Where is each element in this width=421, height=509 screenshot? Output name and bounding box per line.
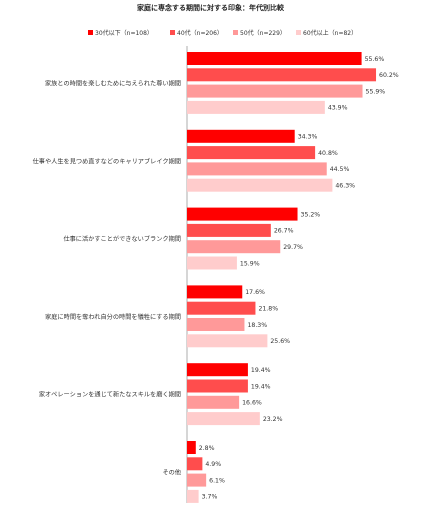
data-label: 4.9% xyxy=(205,461,221,468)
bar xyxy=(187,84,363,98)
data-label: 29.7% xyxy=(283,244,303,251)
data-label: 43.9% xyxy=(328,105,348,112)
category-label: 家庭に時間を奪われ自分の時間を犠牲にする期間 xyxy=(45,313,181,321)
category-label: 家オペレーションを通じて新たなスキルを磨く期間 xyxy=(39,391,181,399)
legend-item: 40代（n=206） xyxy=(170,28,223,37)
data-label: 18.3% xyxy=(247,322,267,329)
chart-title: 家庭に専念する期間に対する印象：年代別比較 xyxy=(137,4,284,12)
data-label: 23.2% xyxy=(263,416,283,423)
bar xyxy=(187,457,203,471)
data-label: 6.1% xyxy=(209,477,225,484)
data-label: 26.7% xyxy=(274,228,294,235)
category-label: 仕事に活かすことができないブランク期間 xyxy=(63,235,181,243)
data-label: 35.2% xyxy=(301,211,321,218)
data-label: 55.9% xyxy=(366,88,386,95)
legend-swatch xyxy=(88,30,93,35)
category-label: その他 xyxy=(162,468,181,476)
bar xyxy=(187,100,325,114)
bar xyxy=(187,162,327,176)
data-label: 2.8% xyxy=(199,445,215,452)
bar xyxy=(187,129,295,143)
data-label: 60.2% xyxy=(379,72,399,79)
bar xyxy=(187,395,240,409)
data-label: 19.4% xyxy=(251,367,271,374)
data-label: 15.9% xyxy=(240,260,260,267)
bar xyxy=(187,489,199,503)
bar xyxy=(187,473,207,487)
bar xyxy=(187,318,245,331)
data-label: 19.4% xyxy=(251,383,271,390)
bar xyxy=(187,207,298,221)
bar xyxy=(187,223,271,237)
data-label: 44.5% xyxy=(330,166,350,173)
data-label: 3.7% xyxy=(202,494,218,501)
category-label: 仕事や人生を見つめ直すなどのキャリアブレイク期間 xyxy=(33,157,181,165)
bar xyxy=(187,240,281,254)
bar xyxy=(187,379,248,393)
data-label: 46.3% xyxy=(335,183,355,190)
legend-swatch xyxy=(233,30,238,35)
legend-label: 60代以上（n=82） xyxy=(303,30,358,37)
bar xyxy=(187,301,256,315)
bar xyxy=(187,68,377,82)
bar xyxy=(187,52,362,65)
bar xyxy=(187,256,237,270)
bar xyxy=(187,441,196,454)
bar xyxy=(187,363,248,377)
legend-label: 40代（n=206） xyxy=(177,30,223,37)
bar xyxy=(187,412,260,426)
data-label: 40.8% xyxy=(318,150,338,157)
data-label: 34.3% xyxy=(298,134,318,141)
data-label: 16.6% xyxy=(242,400,262,407)
data-label: 17.6% xyxy=(245,289,265,296)
bar xyxy=(187,285,243,299)
data-label: 21.8% xyxy=(258,306,278,313)
bar xyxy=(187,146,316,160)
category-label: 家族との時間を楽しむために与えられた尊い期間 xyxy=(45,79,181,87)
legend-swatch xyxy=(296,30,301,35)
legend-swatch xyxy=(170,30,175,35)
legend-label: 30代以下（n=108） xyxy=(95,30,153,37)
legend-item: 50代（n=229） xyxy=(233,28,286,37)
data-label: 25.6% xyxy=(270,338,290,345)
chart-legend: 30代以下（n=108） 40代（n=206） 50代（n=229） 60代以上（n=… xyxy=(0,28,421,40)
legend-item: 30代以下（n=108） xyxy=(88,28,153,37)
bar xyxy=(187,334,268,348)
data-label: 55.6% xyxy=(365,56,385,63)
legend-item: 60代以上（n=82） xyxy=(296,28,357,37)
bar xyxy=(187,178,333,192)
legend-label: 50代（n=229） xyxy=(240,30,286,37)
